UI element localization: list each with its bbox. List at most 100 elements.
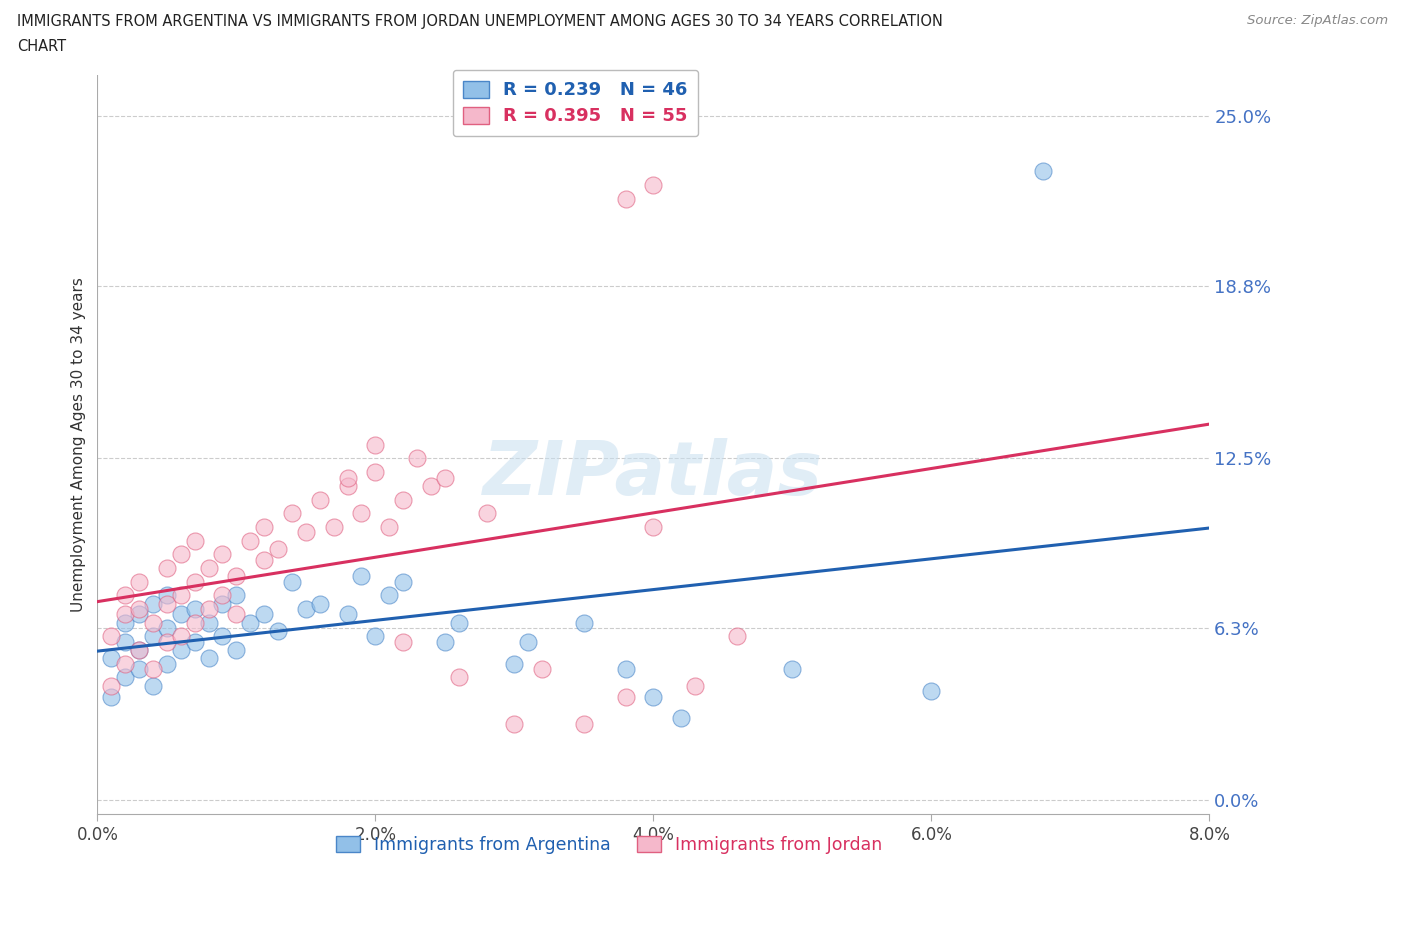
Text: Source: ZipAtlas.com: Source: ZipAtlas.com	[1247, 14, 1388, 27]
Point	[114, 588, 136, 603]
Point	[364, 465, 387, 480]
Point	[128, 574, 150, 589]
Point	[392, 492, 415, 507]
Point	[295, 602, 318, 617]
Point	[183, 602, 205, 617]
Point	[225, 643, 247, 658]
Point	[253, 520, 276, 535]
Point	[100, 689, 122, 704]
Point	[114, 616, 136, 631]
Point	[183, 634, 205, 649]
Point	[392, 574, 415, 589]
Point	[239, 533, 262, 548]
Point	[114, 657, 136, 671]
Point	[336, 607, 359, 622]
Point	[156, 620, 179, 635]
Point	[211, 547, 233, 562]
Point	[378, 588, 401, 603]
Point	[447, 616, 470, 631]
Point	[475, 506, 498, 521]
Point	[225, 569, 247, 584]
Point	[253, 552, 276, 567]
Point	[420, 478, 443, 493]
Point	[142, 678, 165, 693]
Point	[239, 616, 262, 631]
Point	[643, 520, 665, 535]
Point	[267, 623, 290, 638]
Point	[336, 478, 359, 493]
Point	[572, 616, 595, 631]
Text: CHART: CHART	[17, 39, 66, 54]
Point	[643, 178, 665, 193]
Point	[114, 607, 136, 622]
Point	[336, 471, 359, 485]
Text: ZIPatlas: ZIPatlas	[484, 438, 824, 511]
Point	[211, 596, 233, 611]
Point	[350, 569, 373, 584]
Point	[1032, 164, 1054, 179]
Point	[267, 541, 290, 556]
Point	[211, 629, 233, 644]
Point	[669, 711, 692, 725]
Point	[614, 662, 637, 677]
Point	[364, 437, 387, 452]
Point	[183, 533, 205, 548]
Point	[920, 684, 942, 698]
Point	[281, 506, 304, 521]
Point	[142, 662, 165, 677]
Point	[503, 657, 526, 671]
Point	[142, 616, 165, 631]
Point	[170, 588, 193, 603]
Point	[614, 689, 637, 704]
Point	[197, 602, 219, 617]
Point	[170, 643, 193, 658]
Point	[378, 520, 401, 535]
Point	[503, 716, 526, 731]
Point	[100, 629, 122, 644]
Point	[406, 451, 429, 466]
Point	[308, 596, 330, 611]
Point	[183, 574, 205, 589]
Point	[253, 607, 276, 622]
Point	[128, 662, 150, 677]
Point	[433, 634, 456, 649]
Point	[683, 678, 706, 693]
Point	[128, 602, 150, 617]
Point	[225, 588, 247, 603]
Point	[197, 561, 219, 576]
Point	[100, 678, 122, 693]
Point	[447, 670, 470, 684]
Point	[643, 689, 665, 704]
Point	[308, 492, 330, 507]
Point	[156, 657, 179, 671]
Point	[350, 506, 373, 521]
Point	[170, 629, 193, 644]
Point	[142, 596, 165, 611]
Legend: Immigrants from Argentina, Immigrants from Jordan: Immigrants from Argentina, Immigrants fr…	[329, 829, 889, 861]
Point	[211, 588, 233, 603]
Point	[128, 607, 150, 622]
Point	[531, 662, 554, 677]
Point	[225, 607, 247, 622]
Point	[572, 716, 595, 731]
Point	[392, 634, 415, 649]
Point	[295, 525, 318, 539]
Point	[128, 643, 150, 658]
Point	[156, 561, 179, 576]
Point	[100, 651, 122, 666]
Point	[197, 616, 219, 631]
Point	[183, 616, 205, 631]
Point	[322, 520, 344, 535]
Point	[517, 634, 540, 649]
Point	[197, 651, 219, 666]
Point	[114, 670, 136, 684]
Point	[725, 629, 748, 644]
Point	[614, 192, 637, 206]
Point	[281, 574, 304, 589]
Point	[433, 471, 456, 485]
Y-axis label: Unemployment Among Ages 30 to 34 years: Unemployment Among Ages 30 to 34 years	[72, 277, 86, 612]
Point	[170, 607, 193, 622]
Point	[782, 662, 804, 677]
Text: IMMIGRANTS FROM ARGENTINA VS IMMIGRANTS FROM JORDAN UNEMPLOYMENT AMONG AGES 30 T: IMMIGRANTS FROM ARGENTINA VS IMMIGRANTS …	[17, 14, 943, 29]
Point	[364, 629, 387, 644]
